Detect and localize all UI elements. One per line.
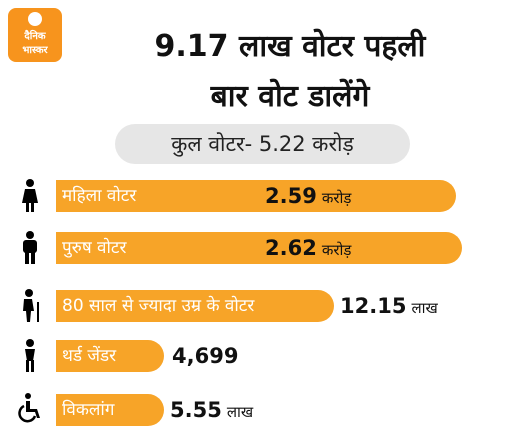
- row-value: 4,699: [172, 340, 238, 374]
- unit: लाख: [411, 299, 438, 317]
- row-label: थर्ड जेंडर: [62, 346, 117, 366]
- icon: [23, 289, 39, 322]
- unit: लाख: [226, 403, 254, 421]
- unit: करोड़: [321, 189, 352, 207]
- row-value: 5.55 लाख: [170, 394, 253, 428]
- bar: [56, 290, 334, 322]
- unit: करोड़: [321, 241, 352, 259]
- title: 9.17 लाख वोटर पहली: [154, 29, 426, 64]
- logo-text: दैनिक: [24, 31, 46, 42]
- row-label: महिला वोटर: [62, 186, 137, 206]
- icon: [22, 179, 38, 212]
- bar: [56, 340, 164, 372]
- row-value: 2.62 करोड़: [265, 232, 351, 266]
- bar: [56, 180, 456, 212]
- icon: [23, 231, 37, 264]
- row-label: पुरुष वोटर: [62, 238, 127, 258]
- subtitle: कुल वोटर- 5.22 करोड़: [115, 124, 410, 164]
- value: 2.62: [265, 236, 317, 260]
- value: 2.59: [265, 184, 317, 208]
- row-value: 2.59 करोड़: [265, 180, 351, 214]
- icon: [18, 393, 40, 423]
- row-value: 12.15 लाख: [340, 290, 438, 324]
- value: 4,699: [172, 344, 239, 368]
- row-label: 80 साल से ज्यादा उम्र के वोटर: [62, 296, 255, 316]
- bar: [56, 394, 164, 426]
- value: 12.15: [340, 294, 407, 318]
- value: 5.55: [170, 398, 222, 422]
- icon: [25, 339, 35, 372]
- logo: दैनिक भास्कर: [8, 8, 62, 62]
- title: बार वोट डालेंगे: [210, 79, 370, 114]
- logo-text: भास्कर: [22, 45, 48, 56]
- bar: [56, 232, 462, 264]
- row-label: विकलांग: [62, 400, 115, 420]
